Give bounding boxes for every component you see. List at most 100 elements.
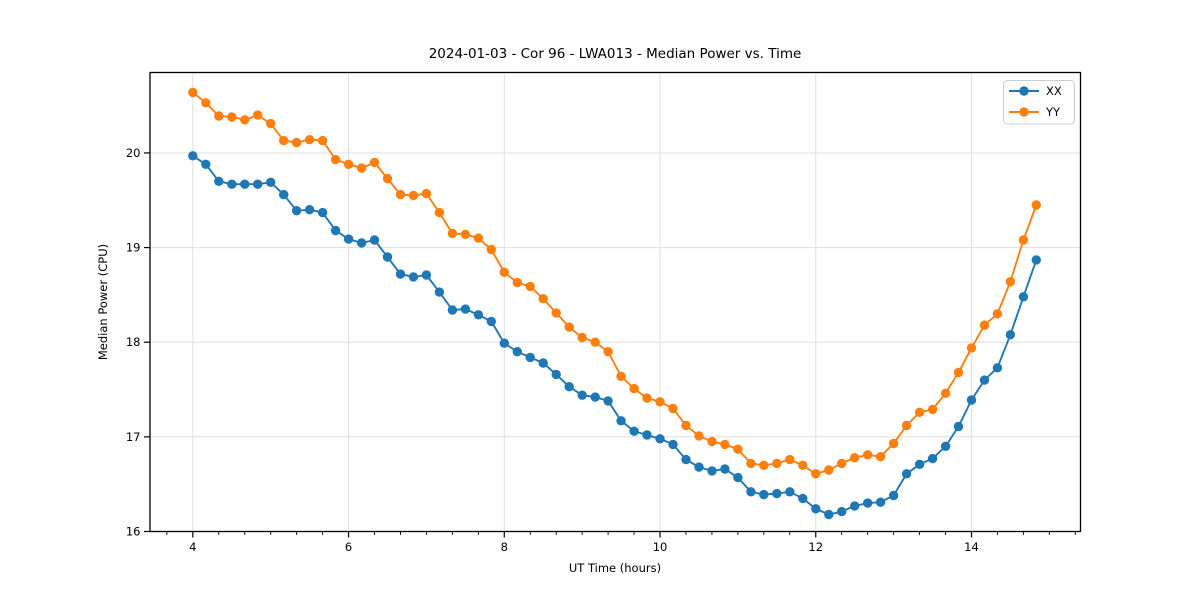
data-point-marker (616, 371, 626, 381)
data-point-marker (201, 159, 211, 169)
data-point-marker (408, 272, 419, 282)
data-point-marker (668, 403, 678, 414)
data-point-marker (330, 225, 341, 236)
data-point-marker (253, 110, 263, 120)
data-point-marker (940, 441, 951, 451)
series-xx (188, 151, 1042, 520)
data-point-marker (551, 308, 561, 318)
data-point-marker (953, 367, 964, 378)
data-point-marker (603, 347, 613, 357)
data-point-marker (1031, 255, 1042, 265)
data-series (188, 87, 1042, 520)
data-point-marker (317, 207, 328, 218)
data-point-marker (798, 493, 808, 504)
data-point-marker (966, 343, 977, 353)
y-tick-label: 20 (126, 146, 141, 160)
data-point-marker (460, 304, 471, 314)
data-point-marker (538, 358, 548, 368)
data-point-marker (291, 206, 302, 216)
x-tick-label: 4 (189, 540, 196, 554)
data-point-marker (1031, 200, 1042, 210)
data-point-marker (304, 135, 315, 145)
data-point-marker (253, 179, 263, 189)
x-tick-label: 10 (653, 540, 668, 554)
data-point-marker (824, 509, 834, 520)
data-point-marker (590, 337, 600, 347)
data-point-marker (759, 460, 769, 470)
data-point-marker (642, 430, 652, 440)
data-point-marker (577, 390, 587, 400)
data-point-marker (979, 375, 990, 385)
data-point-marker (240, 179, 250, 189)
legend: XX YY (1003, 80, 1075, 125)
axes-box (149, 71, 1082, 533)
y-tick-label: 17 (126, 430, 141, 444)
data-point-marker (447, 305, 458, 315)
data-point-marker (369, 235, 380, 245)
data-point-marker (837, 458, 847, 469)
data-point-marker (395, 189, 406, 200)
x-tick-label: 14 (964, 540, 979, 554)
data-point-marker (927, 404, 938, 415)
data-point-marker (875, 452, 886, 462)
data-point-marker (266, 177, 276, 187)
data-point-marker (434, 207, 445, 218)
data-point-marker (1005, 277, 1016, 287)
data-point-marker (330, 154, 341, 165)
data-point-marker (875, 497, 886, 507)
data-point-marker (304, 205, 315, 215)
legend-label: XX (1046, 84, 1062, 98)
data-point-marker (434, 287, 445, 297)
legend-item-xx: XX (1009, 84, 1062, 98)
data-point-marker (382, 252, 393, 262)
data-point-marker (473, 233, 484, 243)
data-point-marker (616, 416, 626, 426)
data-point-marker (279, 189, 289, 200)
data-point-marker (525, 281, 535, 292)
data-point-marker (564, 382, 574, 392)
data-point-marker (681, 420, 691, 431)
data-point-marker (940, 388, 951, 398)
axis-ticks (144, 152, 1076, 538)
data-point-marker (979, 320, 990, 330)
x-tick-label: 6 (345, 540, 352, 554)
data-point-marker (525, 352, 535, 363)
data-point-marker (837, 506, 847, 517)
data-point-marker (343, 234, 354, 244)
data-point-marker (811, 469, 821, 479)
data-point-marker (966, 395, 977, 405)
data-point-marker (577, 332, 587, 343)
data-point-marker (733, 444, 743, 454)
data-point-marker (512, 277, 522, 288)
data-point-marker (927, 453, 938, 464)
data-point-marker (772, 458, 782, 469)
y-tick-label: 16 (126, 525, 141, 539)
legend-label: YY (1045, 105, 1061, 119)
data-point-marker (227, 179, 237, 189)
data-point-marker (473, 310, 484, 320)
x-axis-label: UT Time (hours) (569, 561, 661, 575)
data-point-marker (655, 397, 665, 407)
data-point-marker (785, 487, 795, 497)
data-point-marker (201, 98, 211, 108)
data-point-marker (629, 426, 639, 436)
legend-frame (1003, 80, 1075, 125)
data-point-marker (642, 393, 652, 403)
data-point-marker (188, 151, 198, 161)
chart-title: 2024-01-03 - Cor 96 - LWA013 - Median Po… (429, 46, 802, 62)
data-point-marker (1018, 235, 1029, 245)
data-point-marker (317, 135, 328, 146)
data-point-marker (850, 453, 860, 463)
y-tick-label: 18 (126, 335, 141, 349)
data-point-marker (811, 504, 821, 514)
data-point-marker (486, 244, 496, 255)
data-point-marker (356, 163, 367, 173)
data-point-marker (214, 176, 224, 186)
data-point-marker (888, 438, 899, 449)
data-point-marker (798, 460, 808, 470)
data-point-marker (590, 392, 600, 402)
data-point-marker (188, 87, 198, 98)
data-point-marker (1018, 292, 1029, 302)
